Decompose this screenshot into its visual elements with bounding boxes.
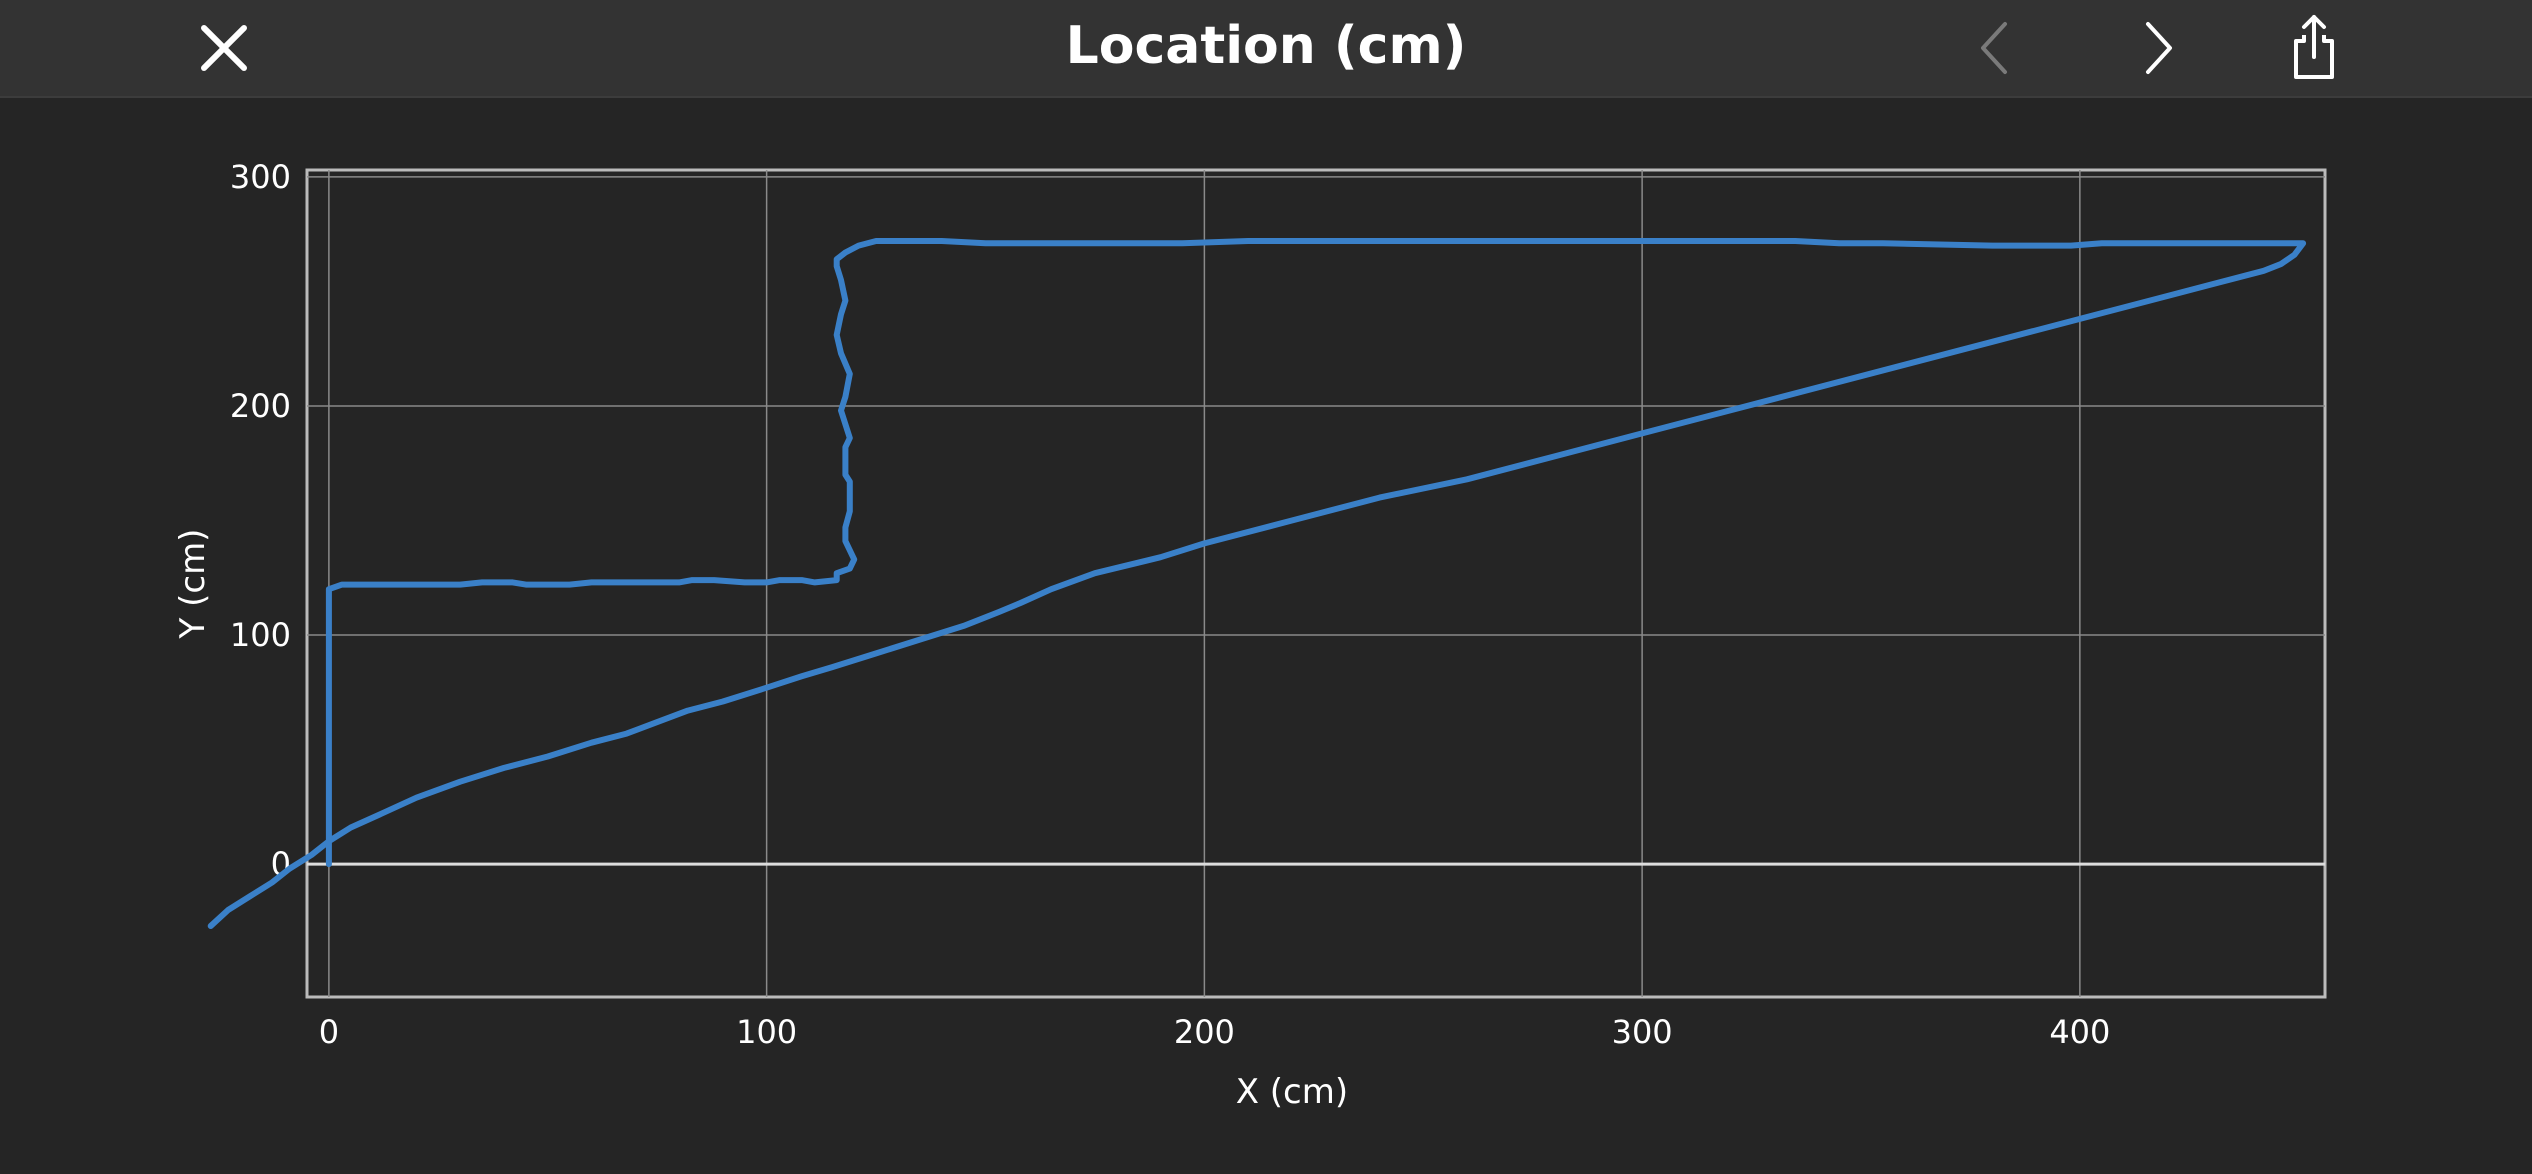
- share-icon: [2294, 15, 2334, 79]
- top-bar: Location (cm): [0, 0, 2532, 98]
- previous-button[interactable]: [1957, 8, 2037, 88]
- y-tick-label: 300: [230, 158, 291, 196]
- chevron-right-icon: [2146, 22, 2172, 74]
- close-icon: [201, 25, 247, 71]
- x-tick-label: 400: [2049, 1013, 2110, 1051]
- plot-frame: [305, 168, 2327, 999]
- page-title: Location (cm): [1065, 16, 1467, 76]
- next-button[interactable]: [2118, 8, 2198, 88]
- series-line: [207, 238, 2307, 929]
- x-tick-label: 0: [319, 1013, 339, 1051]
- chart-area: 0 100 200 300 400 0 100 200 300 X (cm) Y (cm): [0, 98, 2532, 1170]
- share-button[interactable]: [2274, 8, 2354, 88]
- y-tick-label: 100: [230, 616, 291, 654]
- close-button[interactable]: [184, 8, 264, 88]
- y-tick-label: 200: [230, 387, 291, 425]
- y-axis-label: Y (cm): [173, 529, 213, 640]
- x-axis-label: X (cm): [1236, 1072, 1348, 1112]
- x-tick-label: 100: [736, 1013, 797, 1051]
- x-tick-label: 200: [1174, 1013, 1235, 1051]
- chevron-left-icon: [1981, 22, 2007, 74]
- x-tick-label: 300: [1612, 1013, 1673, 1051]
